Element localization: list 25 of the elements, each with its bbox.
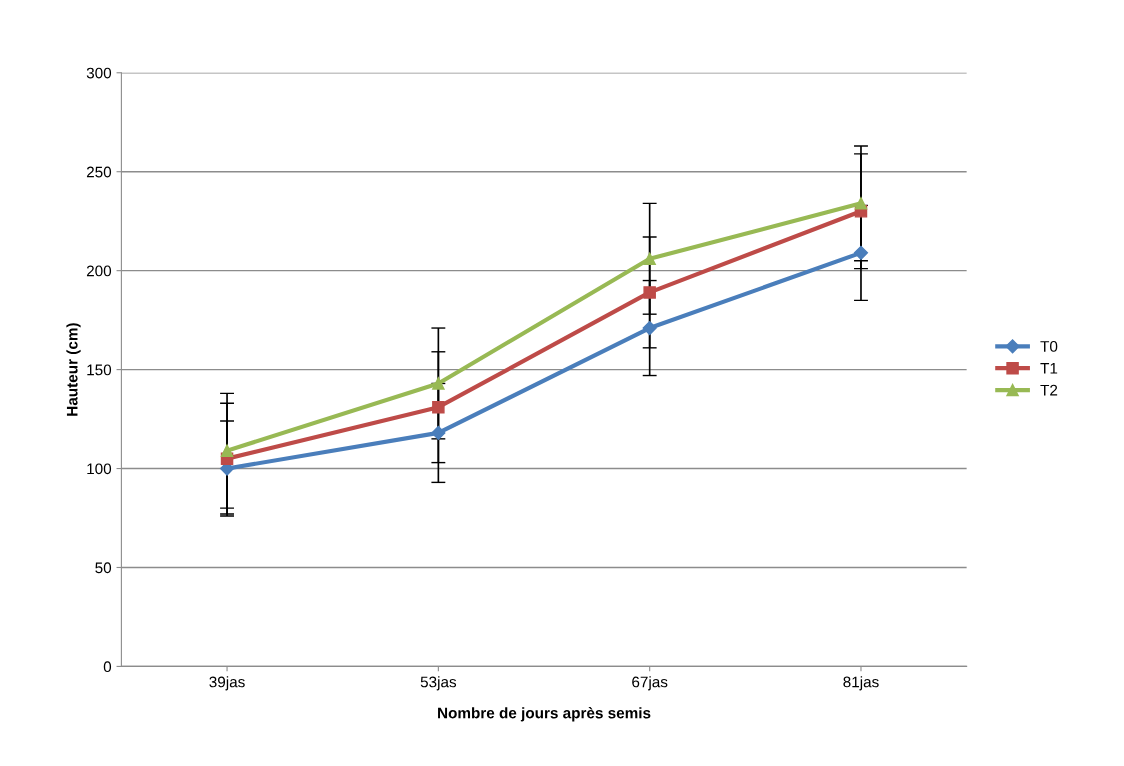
y-tick-label: 100 (87, 463, 112, 475)
legend-label: T0 (1040, 341, 1058, 352)
x-tick-label: 53jas (420, 676, 457, 691)
y-tick-label: 250 (86, 166, 112, 178)
point (220, 444, 234, 457)
point (643, 286, 656, 299)
legend-label: T2 (1040, 384, 1058, 396)
point (432, 377, 445, 390)
point (642, 320, 657, 336)
point (854, 197, 868, 210)
y-axis-title: Hauteur (cm) (66, 323, 81, 416)
y-tick-label: 50 (95, 562, 112, 574)
point (853, 245, 869, 260)
x-tick-label: 81jas (843, 676, 879, 691)
point (643, 252, 656, 266)
y-tick-label: 300 (86, 67, 112, 79)
x-axis-title: Nombre de jours après semis (438, 707, 651, 722)
legend-label: T1 (1040, 363, 1058, 374)
y-tick-label: 150 (87, 364, 112, 376)
point (431, 425, 446, 440)
x-tick-label: 67jas (632, 676, 668, 691)
y-tick-label: 0 (103, 661, 112, 673)
x-tick-label: 39jas (209, 676, 245, 691)
point (432, 400, 445, 414)
y-tick-label: 200 (86, 265, 112, 277)
